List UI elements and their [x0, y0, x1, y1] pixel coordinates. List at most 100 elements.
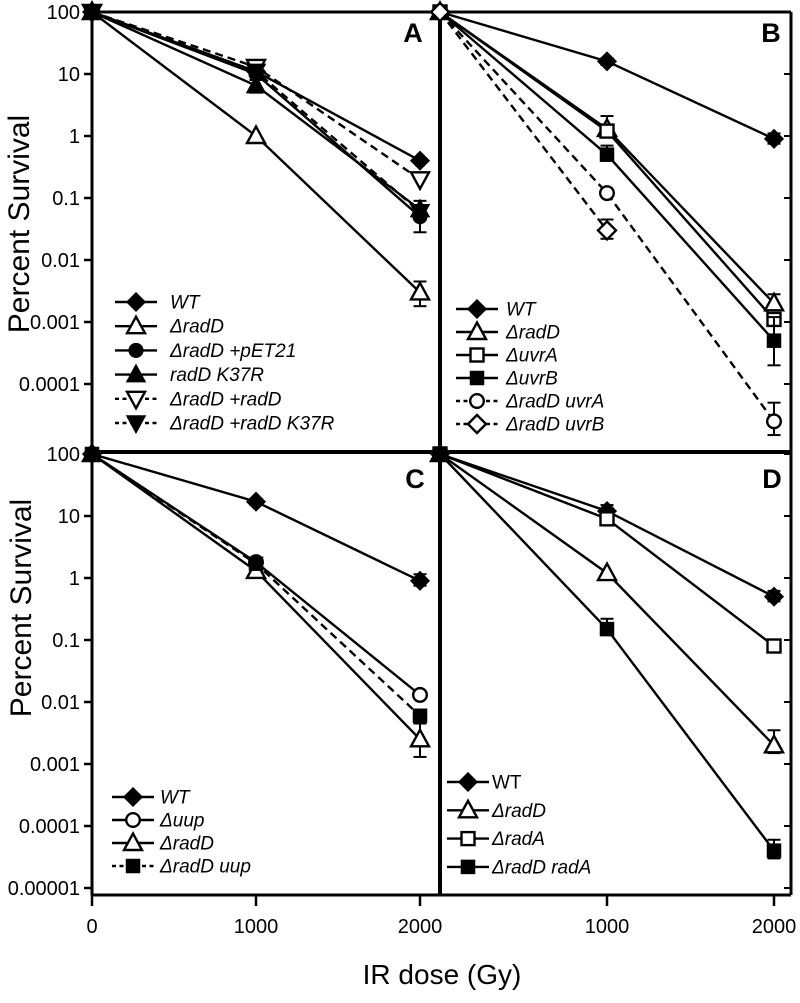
legend-label-B: WT	[506, 300, 537, 321]
series-line-B	[439, 11, 608, 232]
filled-diamond-marker	[763, 586, 785, 607]
y-tick-label-top: 1	[69, 126, 80, 148]
panel-letter-B: B	[761, 18, 781, 48]
legend-label-A: ΔradD +radD K37R	[169, 414, 335, 435]
panel-letter-C: C	[405, 464, 425, 494]
legend-label-D: ΔradA	[491, 829, 545, 850]
legend-label-A: WT	[170, 293, 201, 314]
open-triangle-marker	[762, 291, 786, 312]
y-tick-label-bottom: 0.0001	[19, 816, 80, 838]
filled-triangle-down-marker	[409, 204, 431, 223]
open-triangle-marker	[408, 280, 432, 301]
filled-diamond-marker	[457, 771, 479, 793]
filled-square-marker	[84, 446, 100, 462]
open-triangle-marker	[244, 123, 268, 145]
open-diamond-marker	[596, 219, 618, 242]
open-triangle-down-marker	[408, 171, 432, 192]
open-square-marker	[460, 830, 476, 847]
legend-label-C: Δuup	[159, 811, 204, 832]
y-axis-label-bottom: Percent Survival	[5, 498, 38, 718]
open-triangle-marker	[456, 798, 480, 819]
filled-triangle-down-marker	[125, 415, 147, 435]
open-triangle-down-marker	[124, 390, 148, 411]
filled-triangle-down-marker	[81, 4, 103, 24]
y-tick-label-top: 10	[58, 64, 80, 86]
y-tick-label-top: 0.001	[30, 312, 80, 334]
y-tick-label-top: 0.1	[52, 188, 80, 210]
y-tick-label-bottom: 0.00001	[8, 878, 80, 900]
legend-label-C: ΔradD	[159, 834, 214, 855]
filled-triangle-down-marker	[245, 63, 267, 83]
legend-label-B: ΔradD uvrA	[505, 392, 604, 413]
legend-label-B: ΔuvrB	[505, 369, 558, 390]
open-diamond-marker	[466, 413, 488, 435]
x-tick-label-left: 0	[86, 916, 97, 938]
y-tick-label-top: 0.0001	[19, 374, 80, 396]
legend-label-B: ΔuvrA	[505, 346, 558, 367]
legend-label-D: ΔradD radA	[491, 857, 591, 878]
filled-square-marker	[432, 446, 448, 462]
open-diamond-marker	[429, 1, 451, 23]
panel-letter-D: D	[762, 464, 782, 494]
open-square-marker	[766, 638, 782, 654]
open-circle-marker	[412, 686, 429, 703]
filled-square-marker	[599, 147, 615, 162]
open-triangle-marker	[465, 319, 489, 341]
filled-triangle-marker	[245, 74, 267, 94]
filled-diamond-marker	[596, 51, 618, 72]
series-line-A	[91, 10, 421, 211]
y-tick-label-bottom: 0.01	[41, 692, 80, 714]
open-circle-marker	[124, 812, 141, 829]
y-tick-label-top: 100	[47, 2, 80, 24]
filled-square-marker	[766, 333, 782, 348]
series-line-A	[91, 10, 421, 218]
series-line-A	[91, 11, 421, 294]
open-square-marker	[599, 511, 615, 527]
filled-square-marker	[412, 708, 428, 724]
open-circle-marker	[469, 393, 486, 410]
filled-triangle-marker	[125, 363, 147, 383]
legend-label-B: ΔradD uvrB	[505, 415, 605, 436]
legend-label-C: ΔradD uup	[159, 857, 251, 878]
x-tick-label-right: 1000	[585, 916, 630, 938]
y-tick-label-bottom: 1	[69, 568, 80, 590]
filled-diamond-marker	[409, 570, 431, 591]
filled-diamond-marker	[409, 150, 431, 171]
legend-label-A: radD K37R	[170, 365, 264, 386]
open-triangle-marker	[762, 733, 786, 754]
filled-square-marker	[460, 859, 476, 875]
open-square-marker	[469, 347, 485, 363]
open-triangle-marker	[595, 561, 619, 582]
y-tick-label-bottom: 10	[58, 506, 80, 528]
filled-diamond-marker	[245, 491, 267, 512]
filled-circle-marker	[128, 342, 144, 358]
legend-label-A: ΔradD +pET21	[169, 341, 296, 362]
legend-label-A: ΔradD	[169, 317, 224, 338]
y-tick-label-bottom: 0.1	[52, 630, 80, 652]
x-tick-label-left: 1000	[234, 916, 279, 938]
open-circle-marker	[599, 185, 616, 202]
filled-square-marker	[248, 556, 264, 571]
legend-label-C: WT	[160, 788, 191, 809]
open-square-marker	[599, 123, 615, 139]
x-tick-label-right: 2000	[752, 916, 797, 938]
open-triangle-marker	[124, 314, 148, 335]
series-line-D	[439, 452, 775, 647]
x-axis-label: IR dose (Gy)	[362, 959, 522, 990]
legend-label-D: WT	[492, 773, 522, 794]
legend-label-A: ΔradD +radD	[169, 389, 282, 410]
series-line-D	[439, 453, 775, 747]
series-line-A	[91, 10, 421, 213]
open-circle-marker	[766, 413, 783, 430]
legend-label-D: ΔradD	[491, 801, 546, 822]
x-tick-label-left: 2000	[398, 916, 443, 938]
series-line-B	[439, 11, 775, 423]
filled-square-marker	[125, 858, 141, 874]
filled-square-marker	[469, 370, 485, 386]
filled-diamond-marker	[763, 128, 785, 149]
y-tick-label-top: 0.01	[41, 250, 80, 272]
y-tick-label-bottom: 100	[47, 444, 80, 466]
filled-diamond-marker	[125, 291, 147, 313]
